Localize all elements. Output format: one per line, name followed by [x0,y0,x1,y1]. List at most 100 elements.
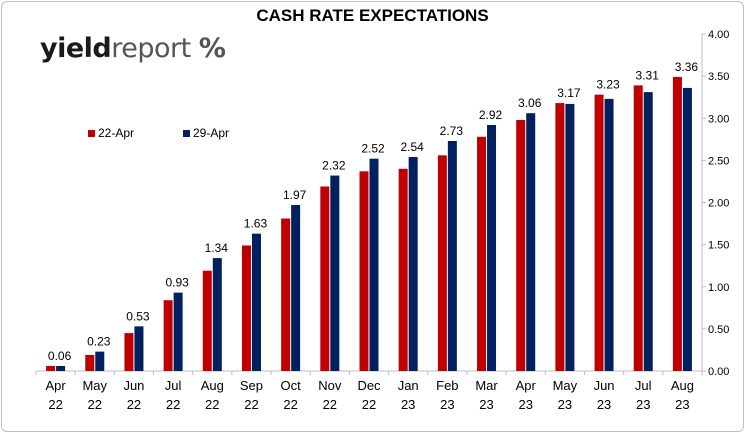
x-tick-label-year: 23 [675,397,689,412]
legend-label-22-apr: 22-Apr [98,126,134,140]
x-tick-label-year: 22 [166,397,180,412]
bar-22-Apr [46,365,56,371]
legend-label-29-apr: 29-Apr [193,126,229,140]
x-tick-label-year: 23 [558,397,572,412]
x-tick-label-year: 22 [362,397,376,412]
data-label: 2.54 [400,140,424,154]
bar-22-Apr [672,76,682,371]
bar-29-Apr [95,351,105,371]
data-label: 1.34 [205,241,229,255]
x-tick-label-month: Jun [123,378,144,393]
bar-22-Apr [477,136,487,371]
x-tick-label-month: Nov [318,378,342,393]
data-label: 3.06 [518,96,542,110]
x-tick-label-year: 23 [440,397,454,412]
x-tick-label-month: Aug [671,378,694,393]
x-tick-label-year: 23 [636,397,650,412]
data-label: 2.32 [322,159,346,173]
x-tick-label-year: 22 [283,397,297,412]
bar-22-Apr [124,333,134,371]
x-tick-label-year: 22 [323,397,337,412]
bar-29-Apr [487,124,497,372]
x-tick-label-year: 22 [127,397,141,412]
y-tick-label: 3.00 [708,113,729,125]
bar-22-Apr [281,218,291,371]
bar-29-Apr [251,233,261,371]
bar-22-Apr [633,85,643,371]
bar-22-Apr [241,245,251,371]
bar-22-Apr [516,119,526,371]
bar-29-Apr [643,92,653,371]
chart-title: CASH RATE EXPECTATIONS [256,6,489,25]
y-tick-label: 4.00 [708,29,729,41]
data-label: 2.52 [361,142,385,156]
x-tick-label-month: Apr [45,378,66,393]
x-tick-label-year: 22 [88,397,102,412]
x-tick-label-month: May [553,378,578,393]
y-tick-label: 2.00 [708,198,729,210]
x-tick-label-year: 22 [244,397,258,412]
bar-29-Apr [369,158,379,371]
y-tick-label: 0.50 [708,324,729,336]
bar-22-Apr [163,300,173,371]
data-label: 2.92 [479,108,503,122]
data-label: 0.06 [48,349,72,363]
x-tick-label-month: May [82,378,107,393]
bar-22-Apr [398,168,408,371]
bar-22-Apr [555,103,565,372]
data-label: 0.23 [87,335,111,349]
bar-29-Apr [682,87,692,372]
y-tick-label: 0.00 [708,366,729,378]
data-label: 1.97 [283,188,307,202]
data-label: 3.36 [675,60,699,74]
x-tick-label-month: Jul [635,378,652,393]
x-tick-label-month: Jul [165,378,182,393]
bar-29-Apr [291,205,301,371]
data-label: 3.23 [596,78,620,92]
data-label: 3.17 [557,86,581,100]
bar-29-Apr [134,326,144,371]
yieldreport-logo: yieldreport % [40,33,226,64]
data-label: 1.63 [244,217,268,231]
data-label: 2.73 [440,124,464,138]
bar-29-Apr [212,258,222,371]
data-label: 0.53 [126,309,150,323]
x-tick-label-year: 23 [597,397,611,412]
bar-29-Apr [408,157,418,371]
y-tick-label: 2.50 [708,155,729,167]
bar-22-Apr [594,94,604,371]
x-tick-label-month: Sep [240,378,263,393]
bar-22-Apr [85,354,95,371]
y-tick-label: 1.50 [708,240,729,252]
data-label: 0.93 [165,276,189,290]
bar-29-Apr [565,103,575,372]
x-tick-label-month: Dec [357,378,381,393]
x-tick-label-year: 23 [518,397,532,412]
y-tick-label: 3.50 [708,71,729,83]
bar-29-Apr [330,175,340,371]
bar-22-Apr [202,270,212,371]
x-tick-label-month: Mar [475,378,498,393]
y-tick-label: 1.00 [708,282,729,294]
bar-22-Apr [320,186,330,371]
x-tick-label-month: Jun [594,378,615,393]
x-tick-label-month: Apr [516,378,537,393]
x-tick-label-month: Feb [436,378,458,393]
x-tick-label-year: 23 [479,397,493,412]
bar-29-Apr [604,98,614,371]
x-tick-label-month: Aug [201,378,224,393]
x-tick-label-month: Jan [398,378,419,393]
x-tick-label-year: 22 [205,397,219,412]
bar-29-Apr [56,365,66,371]
bar-29-Apr [173,292,183,371]
x-tick-label-year: 22 [48,397,62,412]
legend-swatch-22-apr [88,130,95,137]
x-tick-label-month: Oct [281,378,302,393]
legend-swatch-29-apr [183,130,190,137]
bar-29-Apr [526,113,536,371]
data-label: 3.31 [636,68,660,82]
x-tick-label-year: 23 [401,397,415,412]
bar-22-Apr [359,171,369,371]
bar-22-Apr [437,155,447,371]
